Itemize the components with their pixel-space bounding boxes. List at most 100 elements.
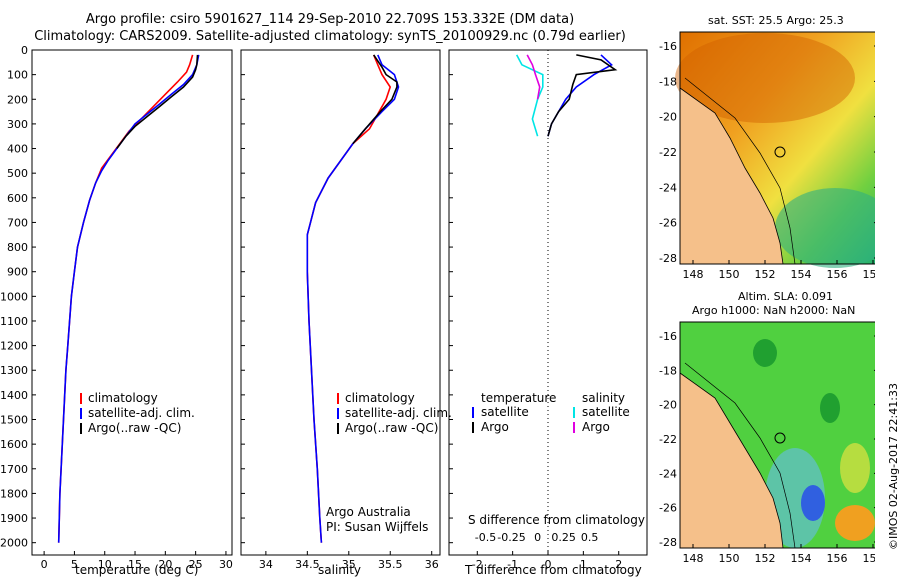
t-diff-tick-label: -2 <box>472 558 483 571</box>
legend-swatch-temp-argo <box>472 422 474 433</box>
legend-climatology: climatology <box>88 391 158 405</box>
sst-warm-patch <box>675 33 855 123</box>
salinity-series-argo-raw-qc- <box>352 54 398 145</box>
legend-swatch-argo <box>80 423 82 434</box>
map-x-tick-label: 148 <box>683 268 704 278</box>
sst-map-frame <box>679 31 875 265</box>
legend-satellite: satellite-adj. clim. <box>345 406 452 420</box>
depth-tick-label: 1600 <box>0 438 28 451</box>
argo-location-marker <box>774 146 786 158</box>
s-diff-tick-label: -0.5 <box>475 531 496 544</box>
temperature-series-climatology <box>57 54 194 543</box>
t-diff-tick-label: 0 <box>545 558 552 571</box>
map-x-tick-label: 158 <box>863 552 876 565</box>
argo-location-marker-sla <box>774 432 786 444</box>
credit-pi: PI: Susan Wijffels <box>326 520 429 534</box>
t-diff-tick-label: -1 <box>507 558 518 571</box>
temperature-panel <box>31 49 233 556</box>
sla-mid-patch-2 <box>753 339 777 367</box>
sla-contour <box>684 362 796 549</box>
depth-tick-label: 1900 <box>0 512 28 525</box>
map-y-tick-label: -26 <box>659 502 677 515</box>
map-y-tick-label: -20 <box>659 111 677 124</box>
sla-map-frame <box>679 321 875 549</box>
legend-swatch-satellite <box>80 408 82 419</box>
temperature-series-argo-raw-qc- <box>116 54 199 149</box>
salinity-x-tick-label: 36 <box>425 558 439 571</box>
map-x-tick-label: 156 <box>827 552 848 565</box>
sla-map: 148 150 152 154 156 158 -16 -18 -20 -22 -24 -26 -28 <box>659 321 876 565</box>
depth-tick-label: 1000 <box>0 290 28 303</box>
t-diff-tick-label: 1 <box>580 558 587 571</box>
difference-legend-sal-satellite: satellite <box>582 405 630 419</box>
depth-tick-label: 300 <box>7 118 28 131</box>
depth-tick-label: 1300 <box>0 364 28 377</box>
map-y-tick-label: -18 <box>659 75 677 88</box>
t-difference-label: T difference from climatology <box>465 563 642 577</box>
salinity-x-tick-label: 35 <box>342 558 356 571</box>
sla-map-title-2: Argo h1000: NaN h2000: NaN <box>692 304 856 317</box>
depth-tick-label: 1200 <box>0 340 28 353</box>
s-diff-tick-label: 0.25 <box>551 531 576 544</box>
salinity-x-tick-label: 35.5 <box>378 558 403 571</box>
temperature-x-tick-label: 0 <box>41 558 48 571</box>
legend-argo: Argo(..raw -QC) <box>345 421 439 435</box>
legend-swatch-satellite <box>337 408 339 419</box>
map-x-tick-label: 156 <box>827 268 848 278</box>
difference-legend-sal-header: salinity <box>582 391 626 405</box>
temperature-x-tick-label: 10 <box>98 558 112 571</box>
temperature-xlabel: temperature (deg C) <box>75 563 199 577</box>
s-diff-tick-label: 0 <box>534 531 541 544</box>
map-x-tick-label: 158 <box>863 268 876 278</box>
profile-title: Argo profile: csiro 5901627_114 29-Sep-2… <box>85 12 575 27</box>
temperature-x-tick-label: 5 <box>71 558 78 571</box>
map-x-tick-label: 148 <box>683 552 704 565</box>
map-y-tick-label: -18 <box>659 364 677 377</box>
s-diff-tick-label: -0.25 <box>497 531 525 544</box>
map-y-tick-label: -22 <box>659 433 677 446</box>
t-diff-tick-label: 2 <box>615 558 622 571</box>
depth-tick-label: 900 <box>7 266 28 279</box>
map-y-tick-label: -22 <box>659 146 677 159</box>
legend-swatch-sal-argo <box>573 422 575 433</box>
depth-tick-label: 1700 <box>0 463 28 476</box>
legend-swatch-temp-satellite <box>472 407 474 418</box>
depth-tick-label: 800 <box>7 241 28 254</box>
map-y-tick-label: -26 <box>659 217 677 230</box>
sst-contour <box>684 77 796 265</box>
salinity-panel <box>240 49 441 556</box>
diff-series-temperature-argo <box>547 54 618 137</box>
map-y-tick-label: -28 <box>659 252 677 265</box>
salinity-series-satellite-adj-clim- <box>306 54 400 543</box>
map-x-tick-label: 154 <box>791 268 812 278</box>
map-y-tick-label: -28 <box>659 536 677 549</box>
s-diff-tick-label: 0.5 <box>581 531 599 544</box>
legend-swatch-climatology <box>337 393 339 404</box>
map-y-tick-label: -24 <box>659 181 677 194</box>
legend-swatch-climatology <box>80 393 82 404</box>
legend-satellite: satellite-adj. clim. <box>88 406 195 420</box>
legend-swatch-argo <box>337 423 339 434</box>
map-y-tick-label: -24 <box>659 467 677 480</box>
depth-tick-label: 1100 <box>0 315 28 328</box>
salinity-series-climatology <box>306 54 392 543</box>
depth-tick-label: 2000 <box>0 537 28 550</box>
diff-series-salinity-satellite <box>515 54 544 137</box>
sst-map: 148 150 152 154 156 158 -16 -18 -20 -22 -24 -26 -28 <box>659 31 876 278</box>
depth-tick-label: 200 <box>7 93 28 106</box>
sla-low-patch-1 <box>835 505 875 541</box>
map-x-tick-label: 152 <box>755 552 776 565</box>
map-x-tick-label: 152 <box>755 268 776 278</box>
temperature-x-tick-label: 25 <box>189 558 203 571</box>
climatology-title: Climatology: CARS2009. Satellite-adjuste… <box>34 29 626 44</box>
difference-legend-temp-satellite: satellite <box>481 405 529 419</box>
depth-tick-label: 600 <box>7 192 28 205</box>
difference-legend-temp-argo: Argo <box>481 420 509 434</box>
sla-map-title-1: Altim. SLA: 0.091 <box>738 290 834 303</box>
copyright-stamp: ©IMOS 02-Aug-2017 22:41:33 <box>887 383 900 550</box>
map-y-tick-label: -16 <box>659 40 677 53</box>
map-x-tick-label: 154 <box>791 552 812 565</box>
legend-climatology: climatology <box>345 391 415 405</box>
temperature-x-tick-label: 30 <box>219 558 233 571</box>
